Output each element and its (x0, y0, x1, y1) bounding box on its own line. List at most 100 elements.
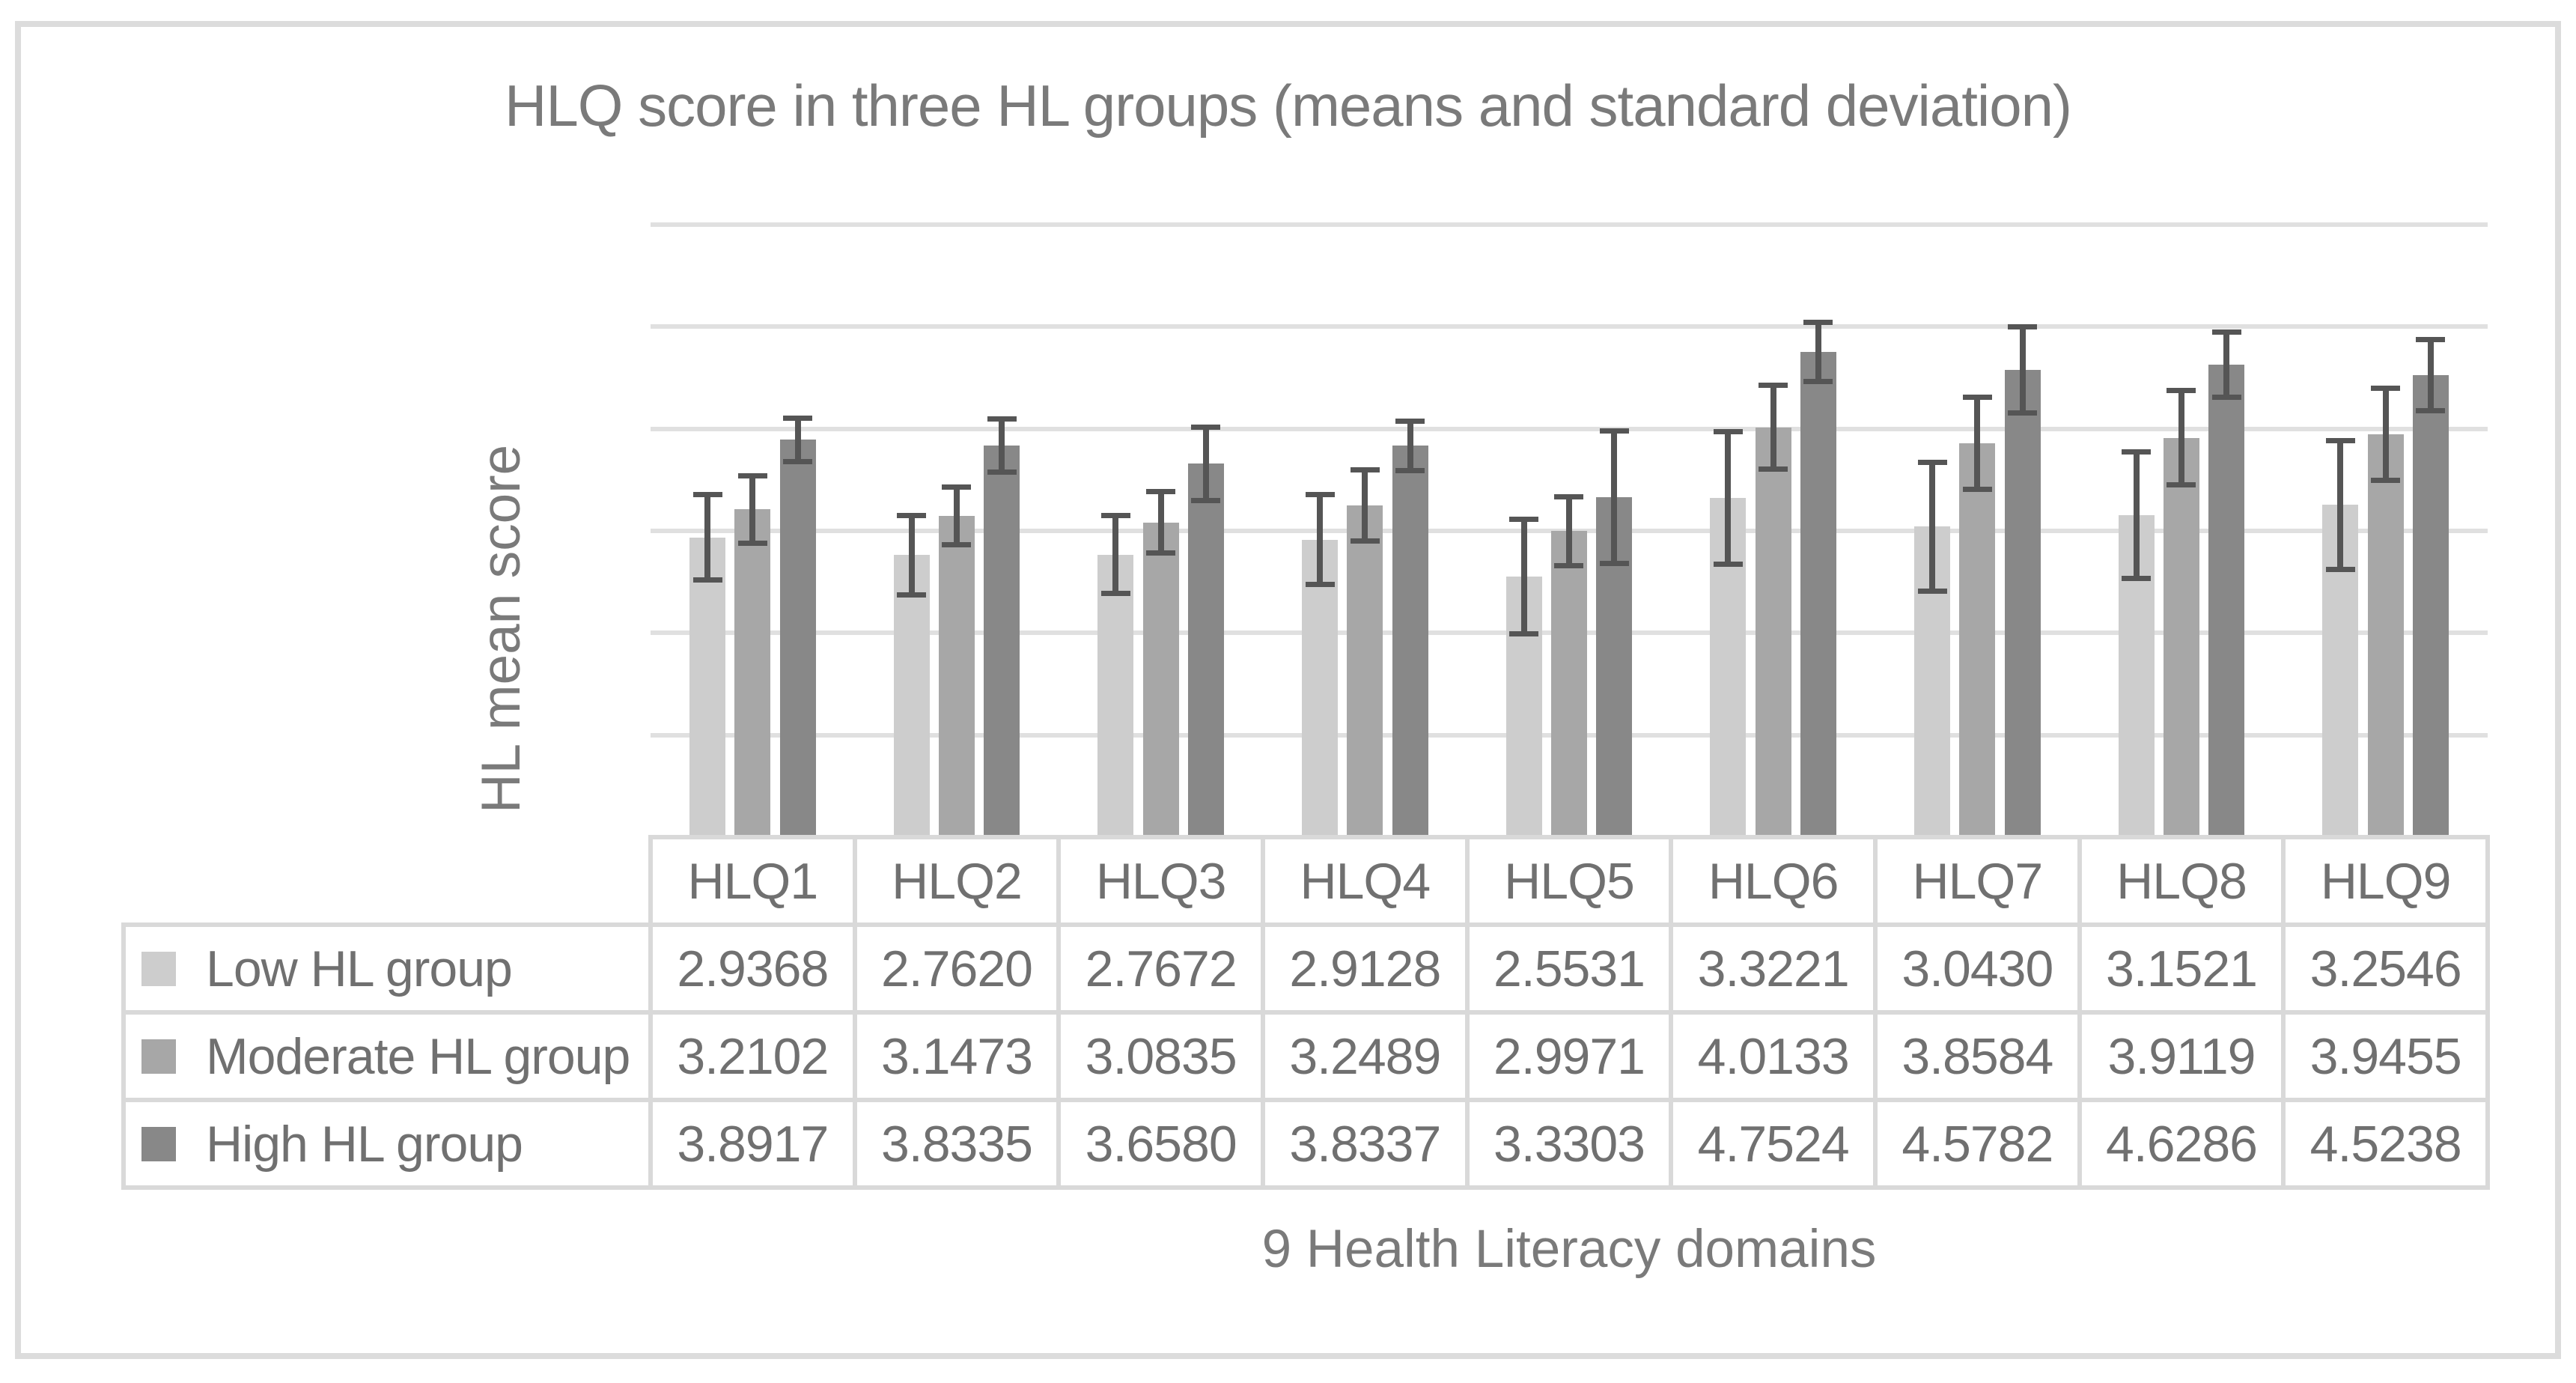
error-bar-hlq9-high (2416, 337, 2446, 414)
bar-hlq9-moderate (2367, 434, 2404, 837)
error-bar-cap-bottom (1100, 591, 1130, 597)
error-bar-cap-bottom (1962, 486, 1992, 492)
bar-hlq3-moderate (1142, 522, 1179, 837)
value-cell-hlq9-low: 3.2546 (2309, 940, 2462, 997)
table-border-h (121, 1010, 2490, 1015)
error-bar-line (1929, 459, 1935, 594)
error-bar-line (1725, 428, 1732, 568)
table-border-v (852, 835, 857, 1190)
error-bar-cap-bottom (1917, 588, 1947, 594)
bar-hlq6-moderate (1755, 427, 1791, 837)
error-bar-hlq6-moderate (1759, 383, 1788, 472)
error-bar-cap-bottom (942, 541, 972, 547)
value-cell-hlq3-moderate: 3.0835 (1085, 1027, 1237, 1085)
error-bar-hlq4-high (1395, 419, 1425, 473)
value-cell-hlq6-high: 4.7524 (1697, 1115, 1850, 1173)
table-border-h (121, 1185, 2490, 1190)
error-bar-hlq8-moderate (2167, 388, 2196, 487)
value-cell-hlq6-low: 3.3221 (1697, 940, 1850, 997)
error-bar-line (1362, 466, 1368, 544)
legend-item-high: High HL group (124, 1100, 651, 1188)
table-border-h (121, 1098, 2490, 1102)
value-cell-hlq1-moderate: 3.2102 (677, 1027, 829, 1085)
error-bar-cap-bottom (737, 540, 767, 546)
error-bar-hlq2-low (897, 512, 927, 598)
table-border-v (1669, 835, 1674, 1190)
header-cell-hlq1: HLQ1 (687, 852, 819, 910)
error-bar-cap-bottom (2211, 395, 2241, 401)
error-bar-hlq3-high (1191, 424, 1221, 503)
value-cell-hlq5-moderate: 2.9971 (1493, 1027, 1645, 1085)
error-bar-hlq3-moderate (1146, 489, 1176, 556)
error-bar-line (1770, 383, 1776, 472)
error-bar-hlq5-low (1509, 517, 1539, 636)
x-axis-line (648, 835, 2490, 839)
value-cell-hlq1-high: 3.8917 (677, 1115, 829, 1173)
error-bar-line (953, 484, 960, 547)
value-cell-hlq8-moderate: 3.9119 (2107, 1027, 2256, 1085)
error-bar-hlq6-high (1803, 320, 1833, 385)
bar-hlq5-moderate (1550, 531, 1587, 837)
bar-hlq7-moderate (1959, 443, 1996, 837)
value-cell-hlq4-moderate: 3.2489 (1289, 1027, 1441, 1085)
error-bar-line (1317, 492, 1323, 588)
table-border-h (121, 922, 2490, 927)
value-cell-hlq9-high: 4.5238 (2309, 1115, 2462, 1173)
error-bar-line (1202, 424, 1209, 503)
error-bar-cap-bottom (2167, 481, 2196, 487)
bar-hlq4-low (1302, 539, 1338, 837)
bar-hlq2-moderate (938, 515, 975, 837)
error-bar-hlq5-high (1599, 428, 1629, 567)
error-bar-line (1407, 419, 1413, 473)
value-cell-hlq8-low: 3.1521 (2105, 940, 2258, 997)
bar-hlq9-high (2412, 375, 2449, 837)
bar-hlq1-moderate (734, 509, 771, 837)
value-cell-hlq4-high: 3.8337 (1289, 1115, 1441, 1173)
value-cell-hlq1-low: 2.9368 (677, 940, 829, 997)
error-bar-cap-bottom (2122, 576, 2152, 582)
bar-hlq2-high (984, 446, 1020, 837)
table-border-v (2077, 835, 2082, 1190)
legend-item-low: Low HL group (124, 925, 651, 1012)
error-bar-line (1974, 395, 1981, 492)
error-bar-line (1565, 493, 1572, 569)
error-bar-cap-bottom (1350, 538, 1380, 544)
gridline (651, 324, 2488, 329)
header-cell-hlq4: HLQ4 (1300, 852, 1431, 910)
bar-hlq7-high (2004, 369, 2041, 837)
bar-hlq1-high (779, 440, 816, 837)
error-bar-line (908, 512, 915, 598)
table-border-v (2485, 835, 2490, 1190)
value-cell-hlq6-moderate: 4.0133 (1697, 1027, 1850, 1085)
error-bar-hlq9-moderate (2371, 386, 2401, 483)
error-bar-hlq2-high (987, 416, 1017, 475)
error-bar-cap-bottom (2371, 477, 2401, 483)
value-cell-hlq3-high: 3.6580 (1085, 1115, 1237, 1173)
gridline (651, 222, 2488, 228)
value-cell-hlq3-low: 2.7672 (1085, 940, 1237, 997)
error-bar-hlq5-moderate (1554, 493, 1584, 569)
header-cell-hlq5: HLQ5 (1504, 852, 1635, 910)
error-bar-hlq4-moderate (1350, 466, 1380, 544)
error-bar-line (749, 472, 756, 546)
error-bar-hlq1-low (692, 491, 722, 583)
value-cell-hlq5-high: 3.3303 (1493, 1115, 1645, 1173)
value-cell-hlq4-low: 2.9128 (1289, 940, 1441, 997)
legend-label-high: High HL group (206, 1115, 523, 1173)
error-bar-line (1815, 320, 1821, 385)
error-bar-cap-bottom (1713, 562, 1743, 568)
value-cell-hlq7-moderate: 3.8584 (1901, 1027, 2053, 1085)
bar-hlq6-high (1800, 352, 1836, 837)
bar-hlq4-high (1392, 446, 1428, 837)
error-bar-line (704, 491, 710, 583)
value-cell-hlq5-low: 2.5531 (1493, 940, 1645, 997)
error-bar-cap-bottom (897, 592, 927, 598)
legend-item-moderate: Moderate HL group (124, 1012, 651, 1100)
chart-title: HLQ score in three HL groups (means and … (505, 73, 2072, 139)
error-bar-cap-bottom (987, 469, 1017, 475)
value-cell-hlq7-high: 4.5782 (1901, 1115, 2053, 1173)
legend-label-low: Low HL group (206, 940, 513, 997)
error-bar-cap-bottom (1803, 379, 1833, 385)
value-cell-hlq2-high: 3.8335 (880, 1115, 1033, 1173)
